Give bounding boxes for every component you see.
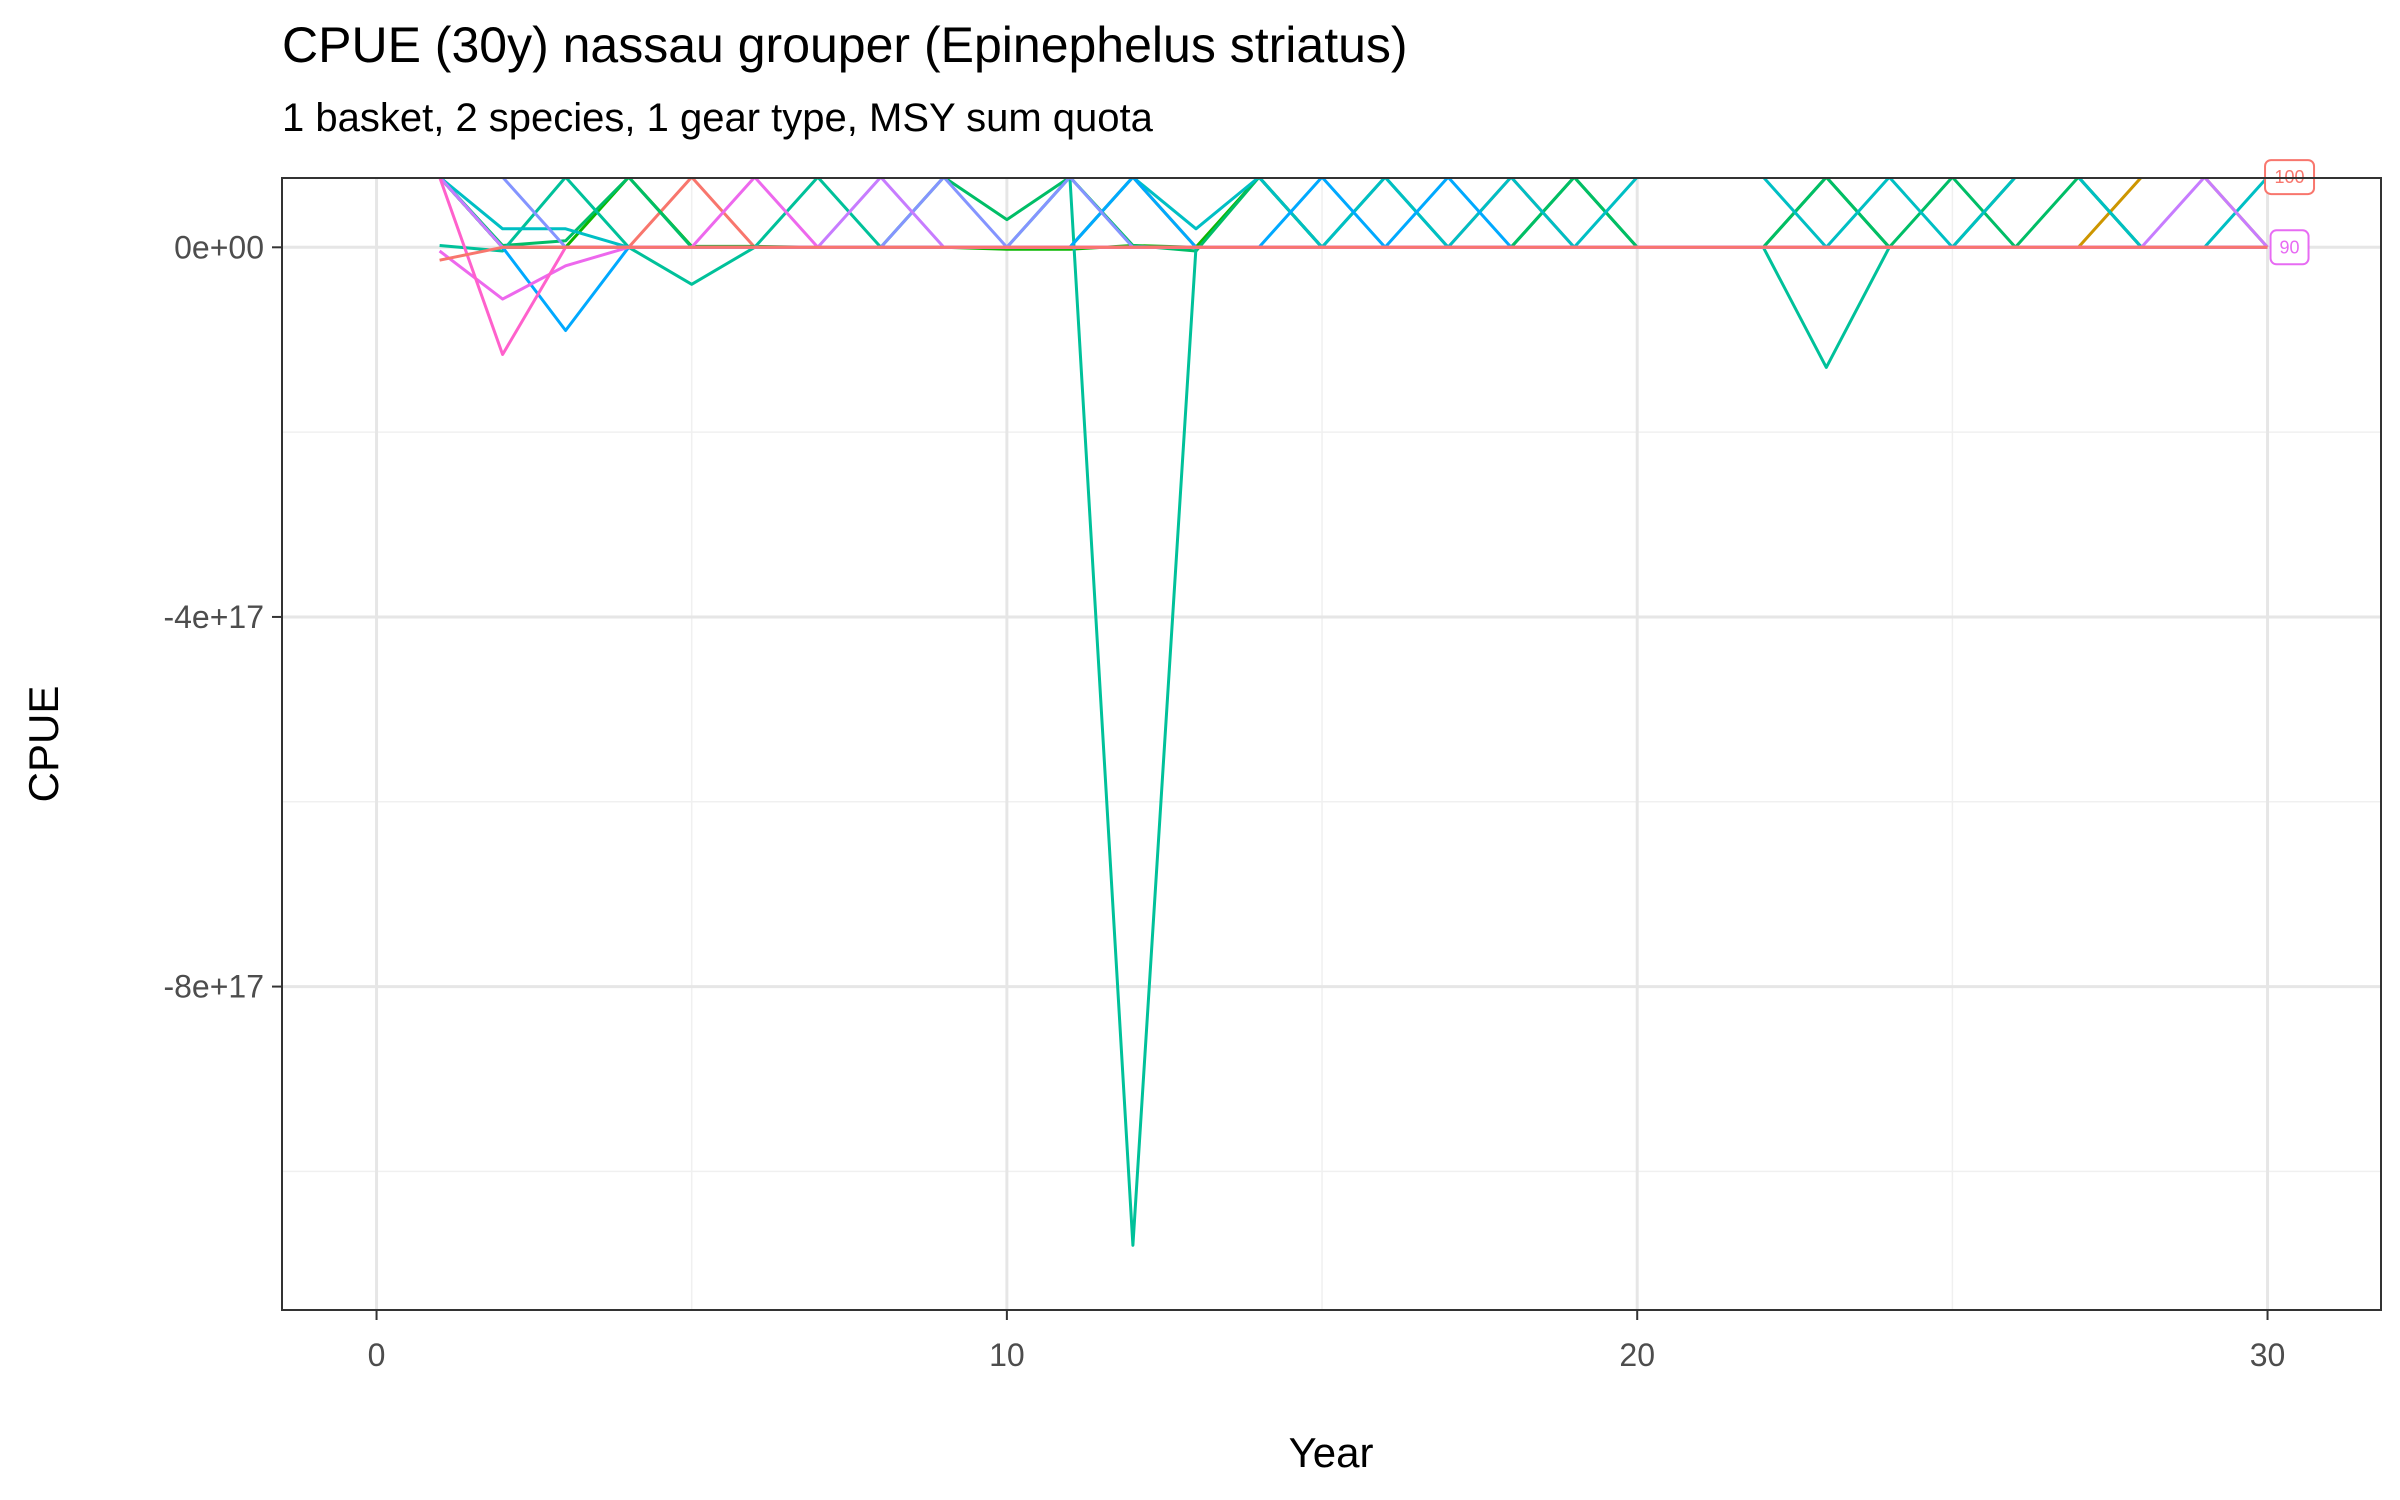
chart-subtitle: 1 basket, 2 species, 1 gear type, MSY su…	[282, 96, 1153, 140]
x-tick-label: 10	[989, 1337, 1025, 1373]
x-tick-label: 20	[1619, 1337, 1655, 1373]
axis-layer: 0 10 20 30 0e+00 -4e+17 -8e+17	[163, 229, 2285, 1373]
series-line	[438, 178, 2268, 301]
series-line	[439, 178, 2268, 1247]
x-tick-label: 0	[368, 1337, 386, 1373]
series-layer	[438, 178, 2269, 1247]
chart-title: CPUE (30y) nassau grouper (Epinephelus s…	[282, 17, 1408, 73]
y-tick-label: 0e+00	[174, 229, 264, 265]
grid-layer	[282, 178, 2381, 1310]
x-tick-label: 30	[2250, 1337, 2286, 1373]
x-axis-title: Year	[1289, 1429, 1374, 1476]
plot-panel-border	[281, 177, 2382, 1311]
series-line	[439, 245, 2268, 262]
end-label-box	[2269, 229, 2310, 266]
y-tick-label: -4e+17	[163, 599, 264, 635]
y-axis-title: CPUE	[20, 686, 67, 803]
end-label: 90	[2280, 237, 2300, 257]
y-tick-label: -8e+17	[163, 969, 264, 1005]
